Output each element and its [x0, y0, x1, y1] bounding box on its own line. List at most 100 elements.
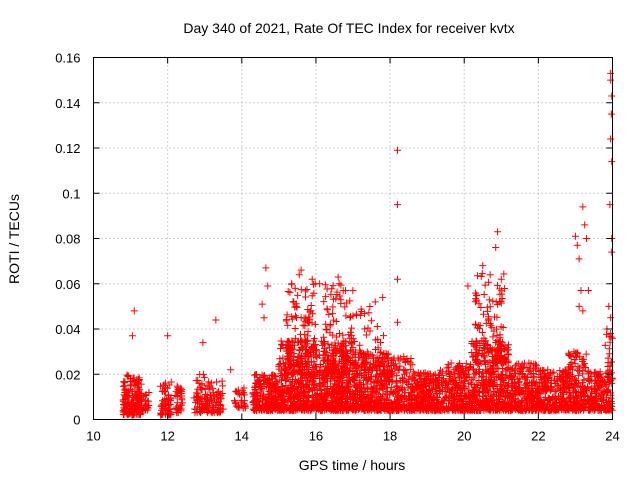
data-point — [231, 397, 239, 405]
data-point — [173, 382, 181, 390]
data-point — [356, 311, 364, 319]
data-point — [277, 370, 285, 378]
data-point — [337, 281, 345, 289]
data-point — [191, 398, 199, 406]
data-point — [349, 344, 357, 352]
data-point — [279, 360, 287, 368]
data-point — [250, 401, 258, 409]
data-point — [333, 333, 341, 341]
data-point — [234, 389, 242, 397]
data-point — [292, 334, 300, 342]
data-point — [120, 404, 128, 412]
x-tick-label: 16 — [309, 429, 323, 444]
data-point — [129, 374, 137, 382]
data-point — [324, 390, 332, 398]
data-point — [340, 358, 348, 365]
data-point — [496, 331, 504, 339]
data-point — [331, 344, 339, 352]
data-point — [316, 391, 324, 399]
data-point — [302, 293, 310, 301]
data-point — [161, 404, 169, 412]
data-point — [241, 404, 249, 412]
data-point — [303, 363, 311, 371]
data-point — [295, 363, 303, 371]
data-point — [339, 331, 347, 339]
data-point — [604, 354, 612, 362]
data-point — [305, 353, 313, 361]
data-point — [286, 288, 294, 296]
x-axis-label: GPS time / hours — [299, 457, 406, 473]
data-point — [138, 405, 146, 413]
data-point — [296, 397, 304, 405]
data-point — [312, 380, 320, 388]
data-point — [483, 303, 491, 311]
data-point — [342, 312, 350, 320]
data-point — [316, 280, 324, 288]
data-point — [128, 377, 136, 385]
data-point — [286, 364, 294, 372]
data-point — [346, 297, 354, 305]
data-point — [145, 389, 153, 397]
data-point — [472, 295, 480, 303]
chart-title: Day 340 of 2021, Rate Of TEC Index for r… — [183, 20, 514, 36]
data-point — [130, 411, 138, 419]
data-point — [280, 401, 288, 409]
data-point — [338, 342, 346, 350]
data-point — [260, 380, 268, 388]
data-point — [290, 395, 298, 403]
data-point — [299, 380, 307, 388]
data-point — [607, 69, 615, 77]
data-point — [216, 400, 224, 408]
data-point — [282, 366, 290, 374]
data-point — [124, 392, 132, 400]
data-point — [393, 275, 401, 283]
data-point — [237, 398, 245, 406]
data-point — [579, 307, 587, 315]
data-point — [605, 350, 613, 358]
data-point — [550, 368, 558, 376]
data-point — [283, 338, 291, 346]
data-point — [200, 374, 208, 382]
data-point — [348, 324, 356, 332]
x-tick-label: 10 — [86, 429, 100, 444]
data-point — [165, 396, 173, 404]
data-point — [261, 395, 269, 403]
data-point — [333, 369, 341, 377]
data-point — [367, 317, 375, 325]
data-point — [265, 406, 273, 414]
data-point — [304, 392, 312, 400]
data-point — [275, 361, 283, 369]
data-point — [477, 303, 485, 311]
data-point — [277, 383, 285, 391]
data-point — [335, 382, 343, 390]
data-point — [344, 381, 352, 389]
data-point — [128, 332, 136, 340]
data-point — [276, 355, 284, 363]
data-point — [278, 371, 286, 379]
data-point — [288, 379, 296, 387]
data-point — [276, 391, 284, 399]
data-point — [393, 318, 401, 326]
data-point — [316, 360, 324, 368]
data-point — [212, 316, 220, 324]
data-point — [380, 332, 388, 340]
data-point — [330, 393, 338, 401]
data-point — [330, 346, 338, 354]
data-point — [607, 135, 615, 143]
data-point — [322, 320, 330, 328]
data-point — [479, 262, 487, 270]
data-point — [216, 408, 224, 416]
data-point — [320, 298, 328, 306]
data-point — [119, 397, 127, 405]
data-point — [334, 383, 342, 391]
data-point — [310, 358, 318, 366]
data-point — [142, 400, 150, 408]
data-point — [345, 331, 353, 339]
data-point — [362, 331, 370, 339]
data-point — [212, 399, 220, 407]
data-point — [199, 370, 207, 378]
data-point — [393, 201, 401, 209]
data-point — [365, 309, 373, 317]
data-point — [252, 389, 260, 397]
data-point — [296, 330, 304, 338]
